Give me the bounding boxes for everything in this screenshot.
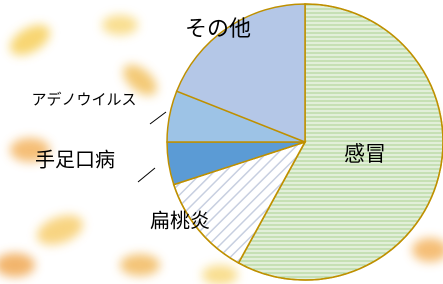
slice-label: 感冒 — [344, 142, 386, 166]
slice-label: その他 — [185, 17, 251, 42]
pie — [167, 4, 443, 280]
slice-label: アデノウイルス — [31, 91, 136, 109]
slice-label: 扁桃炎 — [150, 209, 210, 233]
chart: 感冒扁桃炎 手足口病 アデノウイルス その他 — [0, 0, 443, 284]
slice-label: 手足口病 — [35, 148, 115, 172]
